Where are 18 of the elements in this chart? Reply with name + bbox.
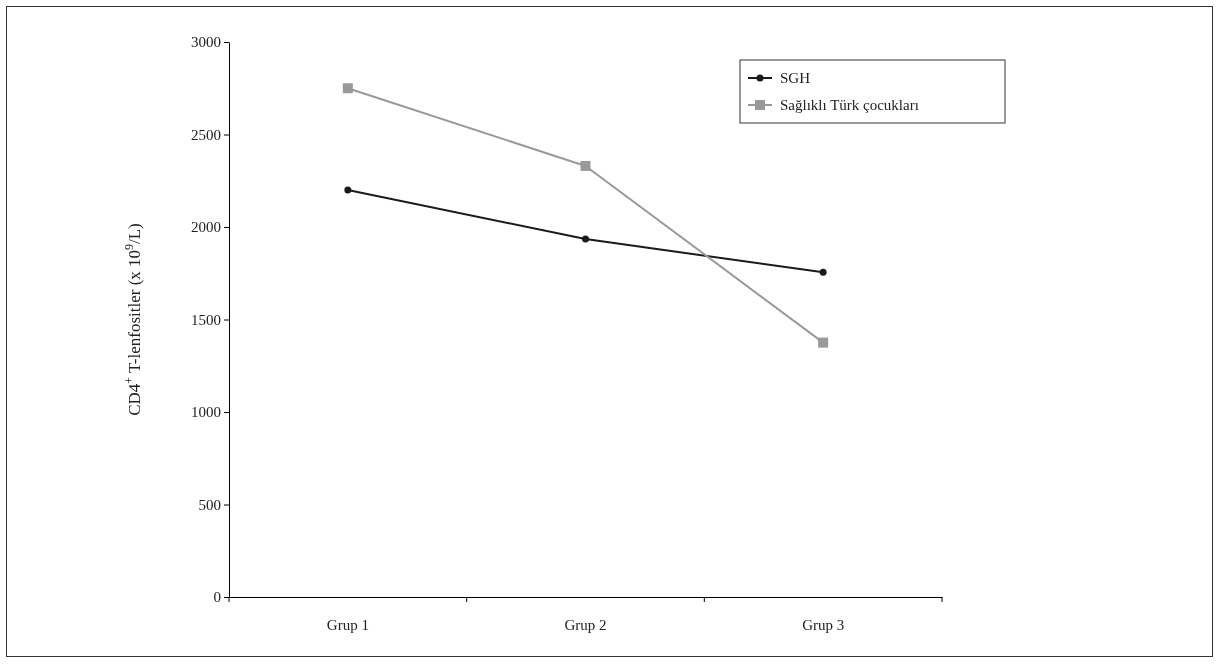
x-tick-label: Grup 1	[326, 616, 369, 633]
y-tick-label: 0	[213, 589, 221, 606]
point	[580, 160, 591, 171]
point	[582, 235, 589, 243]
x-tick-label: Grup 2	[564, 616, 607, 633]
point	[342, 83, 353, 94]
y-tick-label: 2000	[191, 219, 221, 236]
y-tick-label: 3000	[191, 34, 221, 51]
x-tick-label: Grup 3	[802, 616, 845, 633]
point	[818, 337, 829, 348]
point	[819, 268, 827, 276]
y-tick-label: 500	[198, 496, 221, 513]
legend-label: SGH	[780, 70, 811, 86]
y-tick-label: 2500	[191, 126, 221, 143]
y-tick-label: 1000	[191, 404, 221, 421]
legend-label: Sağlıklı Türk çocukları	[780, 97, 919, 113]
point	[344, 186, 352, 194]
y-tick-label: 1500	[191, 311, 221, 328]
